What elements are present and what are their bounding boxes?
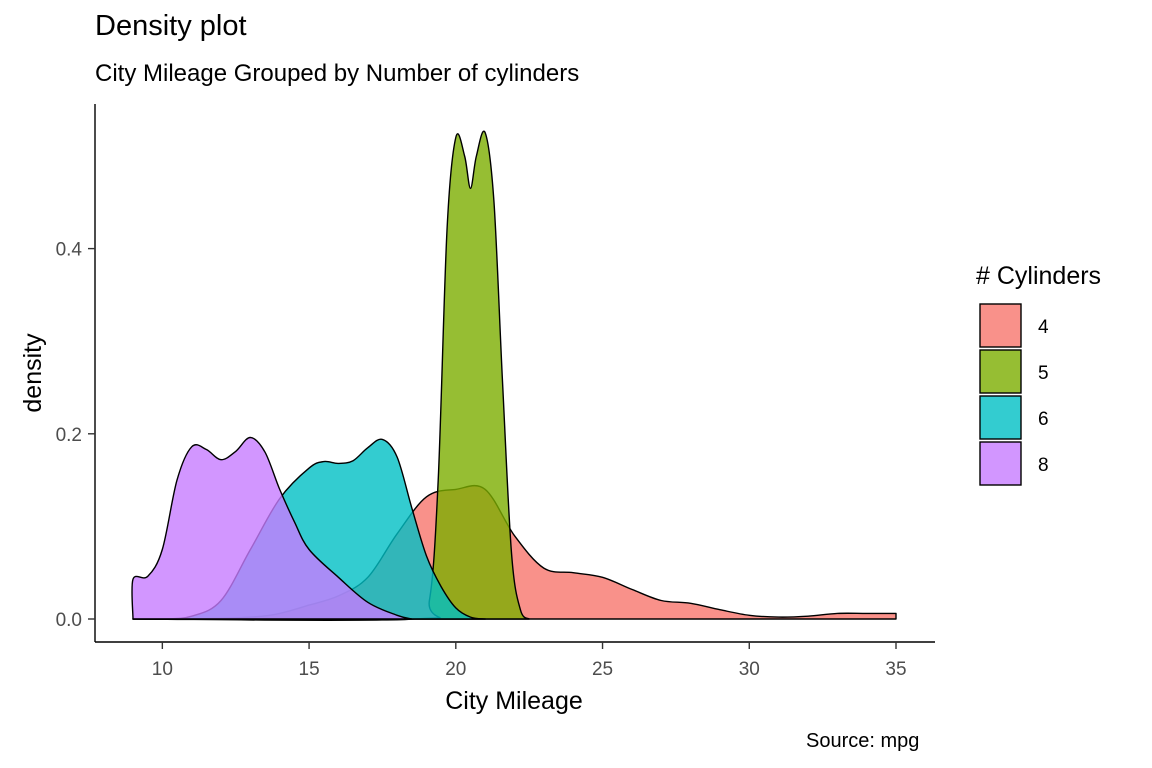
y-tick-label: 0.4 bbox=[56, 240, 83, 261]
legend-key-4 bbox=[979, 303, 1022, 348]
x-tick-label: 10 bbox=[152, 659, 173, 680]
legend-key-6 bbox=[979, 395, 1022, 440]
legend-item-5: 5 bbox=[979, 349, 1049, 394]
x-axis-ticks: 10 15 20 25 30 35 bbox=[152, 642, 907, 680]
x-tick-label: 20 bbox=[445, 659, 466, 680]
legend-label-6: 6 bbox=[1038, 409, 1049, 430]
y-tick-label: 0.0 bbox=[56, 610, 82, 631]
density-area-8 bbox=[131, 436, 413, 620]
y-axis-title: density bbox=[19, 333, 47, 413]
legend-label-8: 8 bbox=[1038, 455, 1049, 476]
legend-item-8: 8 bbox=[979, 441, 1049, 486]
legend-key-5 bbox=[979, 349, 1022, 394]
chart-caption: Source: mpg bbox=[806, 730, 920, 752]
legend-key-8 bbox=[979, 441, 1022, 486]
legend-label-5: 5 bbox=[1038, 363, 1049, 384]
legend: 4 5 6 8 bbox=[979, 303, 1049, 486]
legend-title: # Cylinders bbox=[976, 262, 1102, 290]
x-tick-label: 30 bbox=[739, 659, 760, 680]
x-tick-label: 15 bbox=[299, 659, 320, 680]
chart-subtitle: City Mileage Grouped by Number of cylind… bbox=[95, 60, 580, 87]
legend-item-6: 6 bbox=[979, 395, 1049, 440]
density-areas bbox=[131, 130, 897, 622]
legend-label-4: 4 bbox=[1038, 317, 1049, 338]
y-tick-label: 0.2 bbox=[56, 425, 82, 446]
y-axis-ticks: 0.0 0.2 0.4 bbox=[56, 240, 95, 631]
chart-title: Density plot bbox=[95, 10, 247, 42]
x-tick-label: 25 bbox=[592, 659, 613, 680]
x-tick-label: 35 bbox=[885, 659, 906, 680]
legend-item-4: 4 bbox=[979, 303, 1049, 348]
x-axis-title: City Mileage bbox=[445, 687, 583, 715]
